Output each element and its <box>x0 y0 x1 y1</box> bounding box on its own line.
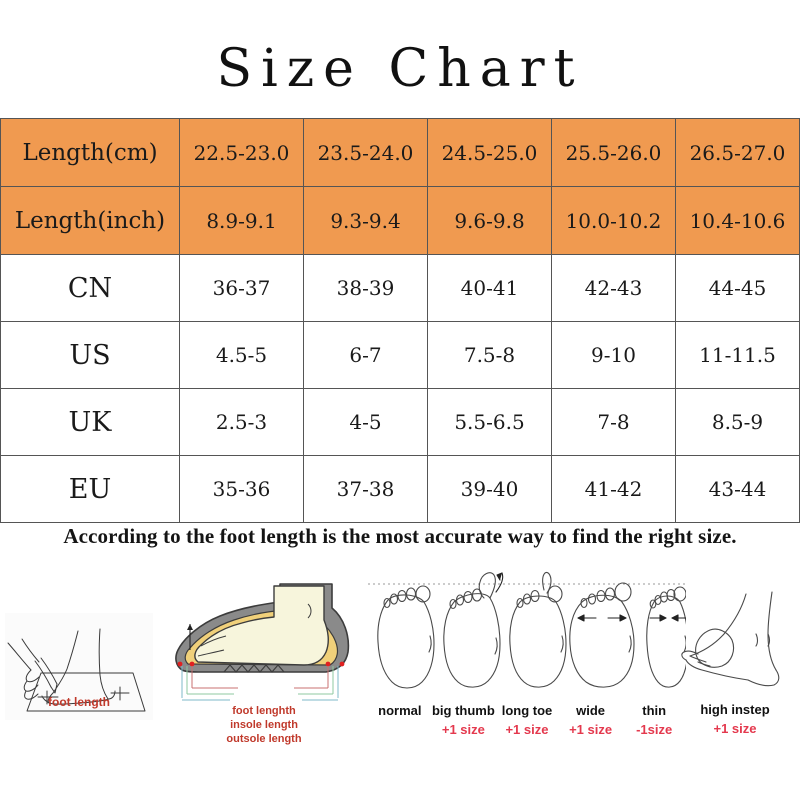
row-header-eu: EU <box>0 455 180 523</box>
cell: 41-42 <box>551 455 676 523</box>
high-instep-foot-icon <box>681 591 780 687</box>
foot-shape-big-thumb: big thumb +1 size <box>432 702 496 739</box>
foot-shape-label-row: normal big thumb +1 size long toe +1 siz… <box>368 702 686 739</box>
table-row: UK 2.5-3 4-5 5.5-6.5 7-8 8.5-9 <box>0 388 800 456</box>
cell: 8.5-9 <box>675 388 800 456</box>
foot-shape-name: long toe <box>501 703 553 718</box>
shoe-cutaway-icon <box>175 583 350 701</box>
cell: 40-41 <box>427 254 552 322</box>
row-header-length-cm: Length(cm) <box>0 118 180 187</box>
foot-shape-delta: +1 size <box>505 722 549 737</box>
cell: 42-43 <box>551 254 676 322</box>
table-row: EU 35-36 37-38 39-40 41-42 43-44 <box>0 455 800 523</box>
cell: 22.5-23.0 <box>179 118 304 187</box>
high-instep-label: high instep <box>700 702 770 717</box>
page-title: Size Chart <box>216 39 584 99</box>
table-body: Length(cm) 22.5-23.0 23.5-24.0 24.5-25.0… <box>0 118 800 523</box>
foot-measure-illustration: foot length <box>5 613 153 720</box>
foot-shape-thin: thin -1size <box>622 702 686 739</box>
row-header-cn: CN <box>0 254 180 322</box>
cell: 43-44 <box>675 455 800 523</box>
cell: 38-39 <box>303 254 428 322</box>
foot-shape-delta: +1 size <box>441 722 485 737</box>
cell: 36-37 <box>179 254 304 322</box>
high-instep-illustration: high instep +1 size <box>672 590 798 750</box>
cell: 9-10 <box>551 321 676 389</box>
foot-shape-delta: +1 size <box>569 722 613 737</box>
cell: 24.5-25.0 <box>427 118 552 187</box>
foot-shape-name: wide <box>576 703 606 718</box>
foot-shape-long-toe: long toe +1 size <box>495 702 559 739</box>
cell: 25.5-26.0 <box>551 118 676 187</box>
cell: 44-45 <box>675 254 800 322</box>
cell: 7-8 <box>551 388 676 456</box>
cell: 37-38 <box>303 455 428 523</box>
cell: 5.5-6.5 <box>427 388 552 456</box>
foot-shape-diagrams-icon <box>368 571 689 689</box>
foot-shape-name: thin <box>642 703 667 718</box>
row-header-length-inch: Length(inch) <box>0 186 180 255</box>
foot-shapes-illustration: normal big thumb +1 size long toe +1 siz… <box>368 570 689 755</box>
foot-shape-normal: normal <box>368 702 432 739</box>
cell: 39-40 <box>427 455 552 523</box>
cell: 23.5-24.0 <box>303 118 428 187</box>
cell: 4-5 <box>303 388 428 456</box>
insole-length-dimension-label: insole length <box>230 719 298 731</box>
cell: 35-36 <box>179 455 304 523</box>
hand-measuring-foot-icon <box>7 628 146 712</box>
cell: 6-7 <box>303 321 428 389</box>
foot-shape-name: big thumb <box>431 703 495 718</box>
outsole-length-dimension-label: outsole length <box>226 733 302 745</box>
table-row: CN 36-37 38-39 40-41 42-43 44-45 <box>0 254 800 322</box>
cell: 26.5-27.0 <box>675 118 800 187</box>
row-header-uk: UK <box>0 388 180 456</box>
cell: 10.4-10.6 <box>675 186 800 255</box>
foot-shape-delta: -1size <box>636 722 673 737</box>
row-header-us: US <box>0 321 180 389</box>
cell: 9.6-9.8 <box>427 186 552 255</box>
cell: 4.5-5 <box>179 321 304 389</box>
size-chart-table: Length(cm) 22.5-23.0 23.5-24.0 24.5-25.0… <box>0 118 800 523</box>
illustration-band: foot length <box>0 560 800 755</box>
measurement-advice-caption: According to the foot length is the most… <box>63 524 737 548</box>
cell: 8.9-9.1 <box>179 186 304 255</box>
cell: 11-11.5 <box>675 321 800 389</box>
high-instep-delta: +1 size <box>713 721 757 736</box>
foot-length-label: foot length <box>48 695 110 709</box>
cell: 7.5-8 <box>427 321 552 389</box>
foot-shape-name: normal <box>378 703 422 718</box>
table-row: Length(inch) 8.9-9.1 9.3-9.4 9.6-9.8 10.… <box>0 186 800 255</box>
foot-shape-wide: wide +1 size <box>559 702 623 739</box>
cell: 10.0-10.2 <box>551 186 676 255</box>
shoe-cross-section-illustration: foot lenghth insole length outsole lengt… <box>168 578 360 750</box>
table-row: Length(cm) 22.5-23.0 23.5-24.0 24.5-25.0… <box>0 118 800 187</box>
cell: 2.5-3 <box>179 388 304 456</box>
table-row: US 4.5-5 6-7 7.5-8 9-10 11-11.5 <box>0 321 800 389</box>
cell: 9.3-9.4 <box>303 186 428 255</box>
foot-length-dimension-label: foot lenghth <box>232 705 296 717</box>
